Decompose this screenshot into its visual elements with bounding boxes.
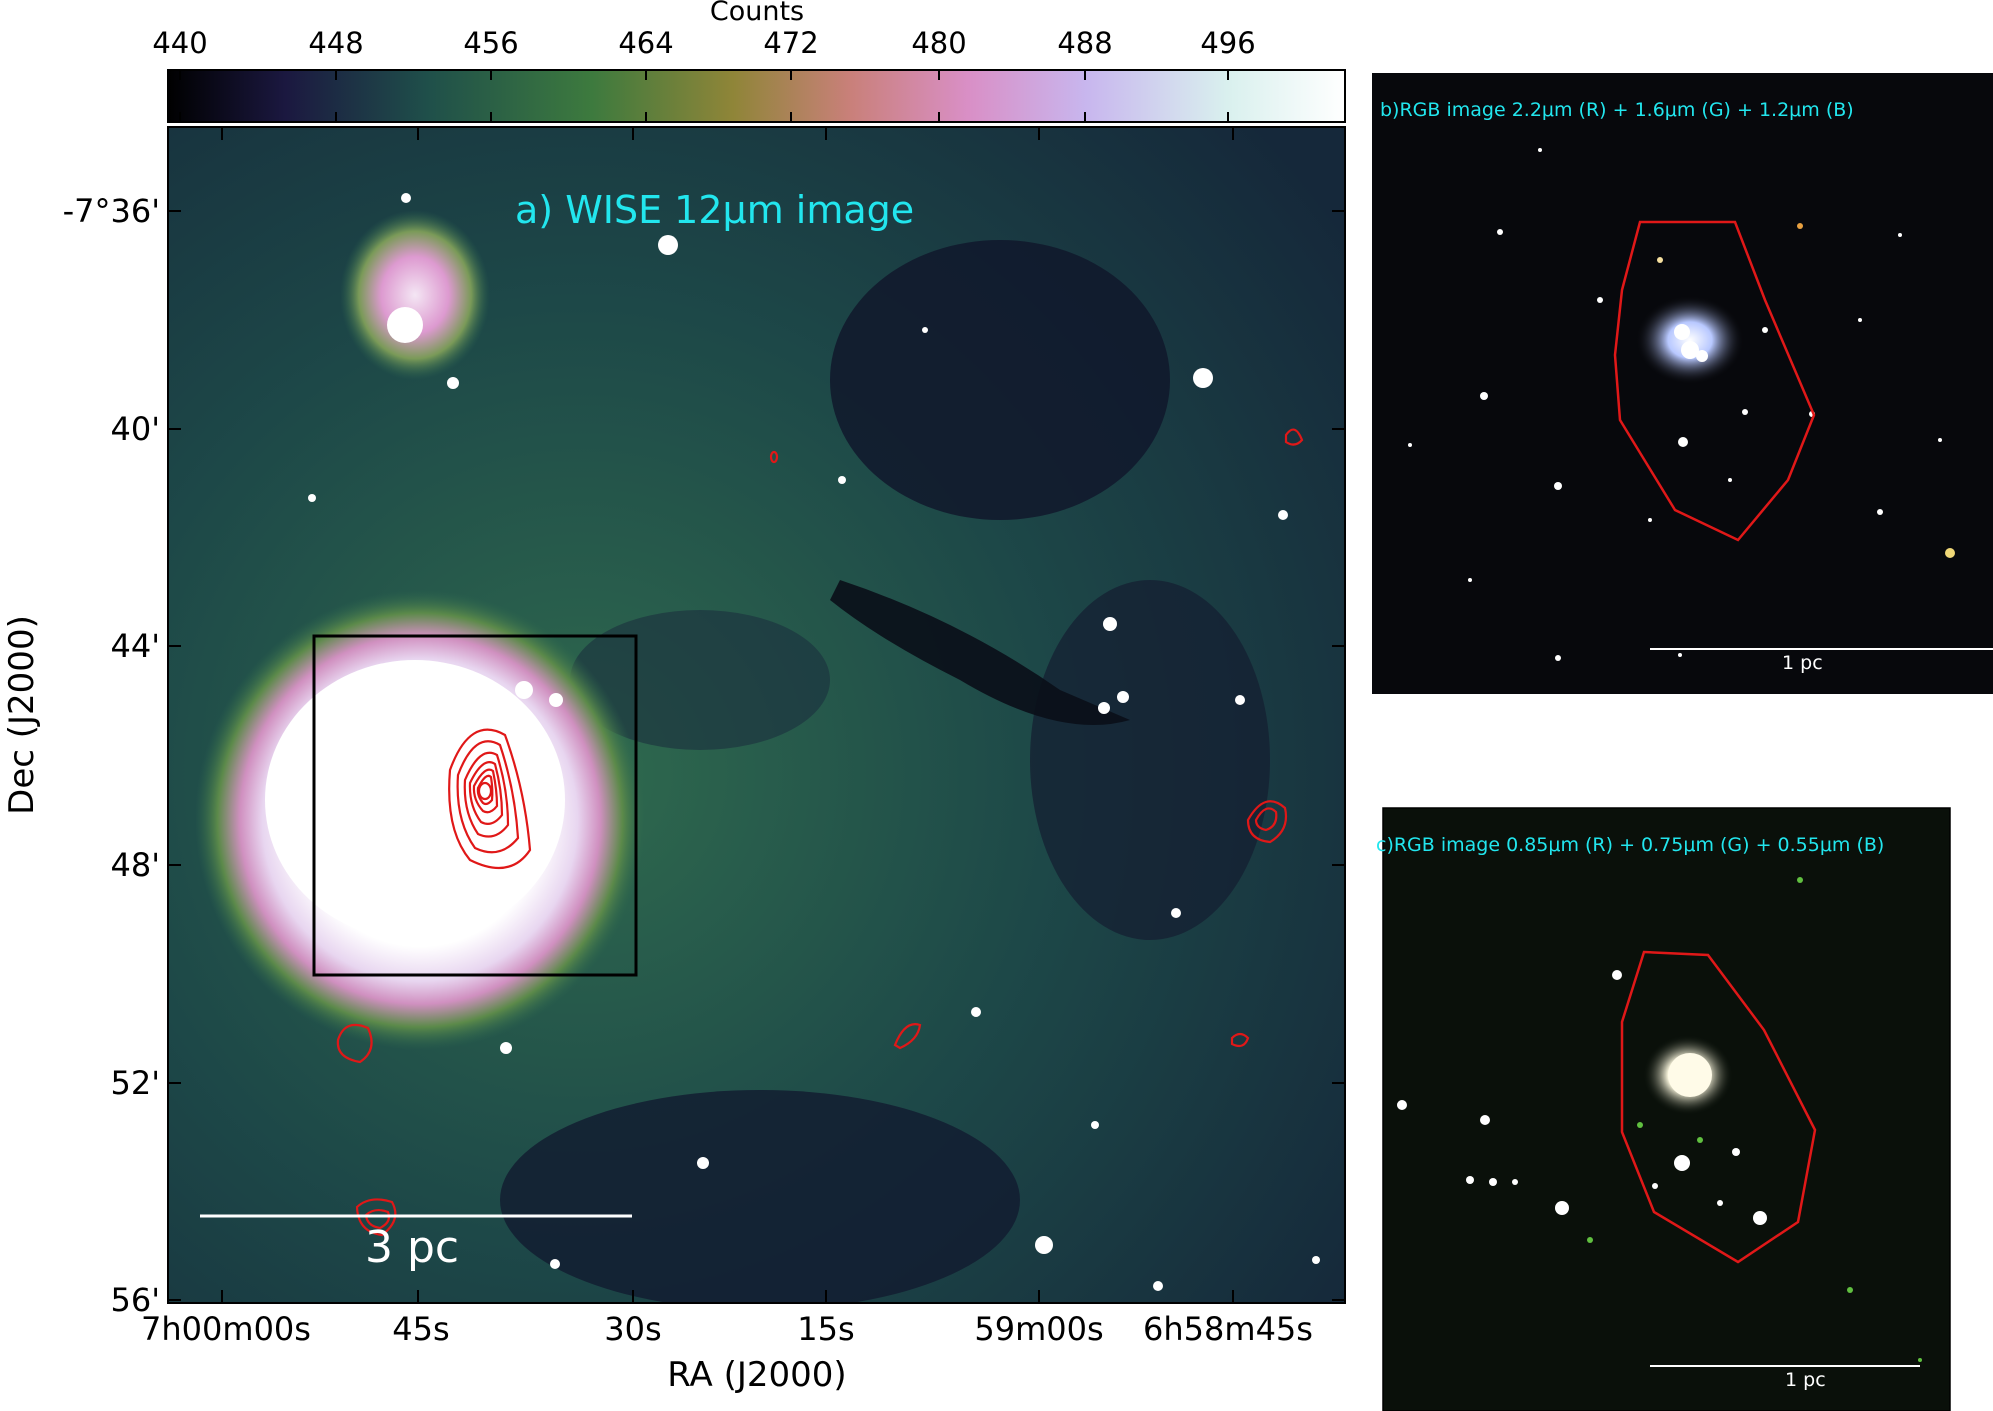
dec-tick-label: 40' <box>110 410 160 448</box>
ra-tick-label: 15s <box>797 1310 855 1348</box>
colorbar-tick-label: 440 <box>152 26 208 60</box>
colorbar <box>167 69 1346 123</box>
ra-tick-label: 45s <box>392 1310 450 1348</box>
ra-tick-label: 30s <box>604 1310 662 1348</box>
panel-a-image <box>168 127 1345 1303</box>
cluster-boundary-c <box>1620 950 1817 1264</box>
panel-a-frame <box>167 126 1346 1304</box>
cluster-boundary-b <box>1613 220 1816 542</box>
colorbar-title: Counts <box>709 0 805 27</box>
dec-tick-label: 48' <box>110 846 160 884</box>
ra-tick-label: 7h00m00s <box>141 1310 311 1348</box>
panel-c-frame <box>1382 807 1951 1411</box>
zoom-box <box>312 634 638 977</box>
dec-tick-label: 44' <box>110 627 160 665</box>
panel-c-title: c)RGB image 0.85μm (R) + 0.75μm (G) + 0.… <box>1376 834 1885 856</box>
panel-a-title: a) WISE 12μm image <box>515 188 915 232</box>
colorbar-ticks <box>179 70 1229 122</box>
panel-b-title: b)RGB image 2.2μm (R) + 1.6μm (G) + 1.2μ… <box>1380 99 1854 121</box>
y-axis-label: Dec (J2000) <box>2 615 42 815</box>
colorbar-tick-label: 448 <box>308 26 364 60</box>
colorbar-tick-label: 488 <box>1057 26 1113 60</box>
panel-b-scale-label: 1 pc <box>1782 652 1823 674</box>
colorbar-tick-label: 472 <box>763 26 819 60</box>
panel-c-image <box>1383 808 1950 1411</box>
colorbar-tick-label: 456 <box>463 26 519 60</box>
dec-tick-label: -7°36' <box>62 192 160 230</box>
ra-tick-label: 59m00s <box>974 1310 1104 1348</box>
panel-b-image <box>1372 73 1993 694</box>
colorbar-tick-label: 480 <box>911 26 967 60</box>
dec-tick-label: 56' <box>110 1281 160 1319</box>
panel-c-scale-label: 1 pc <box>1785 1369 1826 1391</box>
ra-tick-label: 6h58m45s <box>1143 1310 1313 1348</box>
x-axis-label: RA (J2000) <box>667 1355 847 1395</box>
dec-tick-label: 52' <box>110 1064 160 1102</box>
radio-contours <box>336 428 1304 1237</box>
panel-a-ticks <box>168 127 1345 1303</box>
colorbar-tick-label: 464 <box>618 26 674 60</box>
colorbar-tick-label: 496 <box>1200 26 1256 60</box>
panel-a-scale-label: 3 pc <box>365 1222 460 1273</box>
